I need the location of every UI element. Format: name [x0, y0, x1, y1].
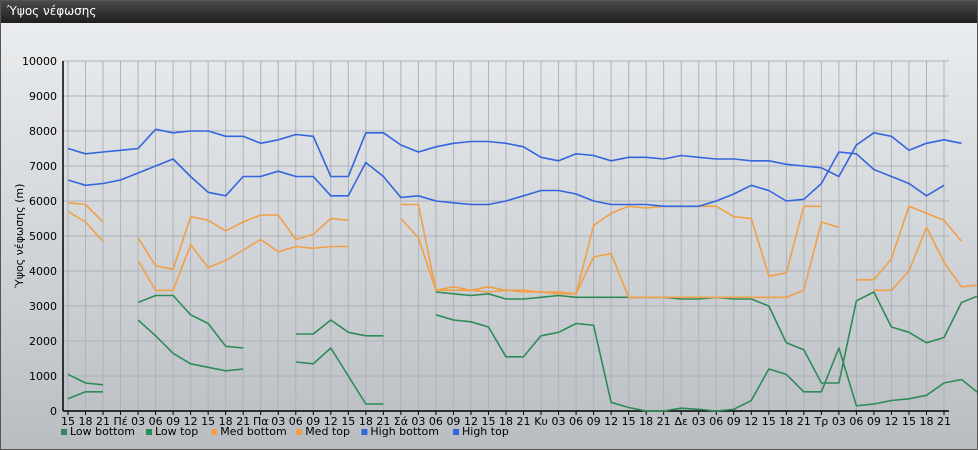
legend-label: Low top: [155, 425, 198, 438]
x-tick-label: 18: [499, 415, 513, 428]
x-tick-label: 06: [149, 415, 163, 428]
x-tick-label: 15: [201, 415, 215, 428]
x-tick-label: 18: [919, 415, 933, 428]
title-bar: Ύψος νέφωσης: [1, 1, 977, 23]
y-tick-label: 10000: [22, 55, 57, 68]
x-tick-label: 18: [639, 415, 653, 428]
x-tick-label: 12: [324, 415, 338, 428]
x-tick-label: 21: [657, 415, 671, 428]
x-tick-label: 18: [359, 415, 373, 428]
x-tick-label: 03: [832, 415, 846, 428]
y-tick-label: 0: [50, 405, 57, 418]
x-tick-label: 09: [166, 415, 180, 428]
legend-label: High top: [462, 425, 509, 438]
x-tick-label: Κυ: [534, 415, 548, 428]
x-tick-label: 09: [446, 415, 460, 428]
x-tick-label: 21: [937, 415, 951, 428]
y-tick-label: 8000: [29, 125, 57, 138]
y-tick-label: 3000: [29, 300, 57, 313]
y-tick-label: 1000: [29, 370, 57, 383]
x-tick-label: 03: [692, 415, 706, 428]
x-tick-label: 09: [727, 415, 741, 428]
x-tick-label: 03: [552, 415, 566, 428]
legend-label: Med top: [305, 425, 350, 438]
x-tick-label: 03: [271, 415, 285, 428]
series-line-high-bottom: [67, 151, 945, 208]
legend-label: Low bottom: [70, 425, 135, 438]
x-tick-label: Πέ: [113, 415, 127, 428]
x-tick-label: Δε: [674, 415, 688, 428]
legend-swatch: [453, 429, 459, 435]
series-line-low-top: [67, 314, 977, 412]
series-line-med-top: [67, 202, 963, 295]
x-tick-label: 15: [481, 415, 495, 428]
series-line-med-bottom: [67, 210, 977, 299]
x-tick-label: 15: [622, 415, 636, 428]
x-tick-label: 21: [376, 415, 390, 428]
x-tick-label: 09: [867, 415, 881, 428]
series-line-low-bottom: [67, 291, 977, 400]
x-tick-label: 12: [744, 415, 758, 428]
x-tick-label: 18: [779, 415, 793, 428]
x-tick-label: 06: [429, 415, 443, 428]
x-tick-label: 21: [96, 415, 110, 428]
series-line-high-top: [67, 128, 962, 178]
x-tick-label: 03: [411, 415, 425, 428]
x-tick-label: 06: [569, 415, 583, 428]
x-tick-label: 12: [464, 415, 478, 428]
window-title: Ύψος νέφωσης: [7, 4, 97, 18]
legend-swatch: [211, 429, 218, 435]
x-tick-label: 15: [341, 415, 355, 428]
legend-swatch: [296, 429, 303, 435]
x-tick-label: 06: [709, 415, 723, 428]
x-tick-label: 18: [79, 415, 93, 428]
y-tick-label: 5000: [29, 230, 57, 243]
y-tick-label: 9000: [29, 90, 57, 103]
y-tick-label: 2000: [29, 335, 57, 348]
x-tick-label: 15: [762, 415, 776, 428]
y-tick-label: 6000: [29, 195, 57, 208]
x-tick-label: 12: [884, 415, 898, 428]
legend-swatch: [61, 429, 67, 435]
x-tick-label: Σά: [394, 415, 408, 428]
x-tick-label: 21: [797, 415, 811, 428]
x-tick-label: 06: [289, 415, 303, 428]
x-tick-label: 09: [306, 415, 320, 428]
legend-label: Med bottom: [220, 425, 287, 438]
x-tick-label: Τρ: [814, 415, 829, 428]
x-tick-label: 12: [604, 415, 618, 428]
x-tick-label: 06: [849, 415, 863, 428]
x-tick-label: 21: [517, 415, 531, 428]
y-axis-label: Ύψος νέφωσης (m): [13, 184, 26, 290]
legend-swatch: [361, 429, 368, 435]
legend-swatch: [146, 429, 152, 435]
x-tick-label: 15: [902, 415, 916, 428]
x-tick-label: 12: [184, 415, 198, 428]
y-tick-label: 4000: [29, 265, 57, 278]
x-tick-label: 03: [131, 415, 145, 428]
x-tick-label: 18: [219, 415, 233, 428]
x-tick-label: 09: [587, 415, 601, 428]
x-tick-label: 21: [236, 415, 250, 428]
x-tick-label: Πα: [253, 415, 269, 428]
x-tick-label: 15: [61, 415, 75, 428]
y-tick-label: 7000: [29, 160, 57, 173]
legend-label: High bottom: [370, 425, 439, 438]
